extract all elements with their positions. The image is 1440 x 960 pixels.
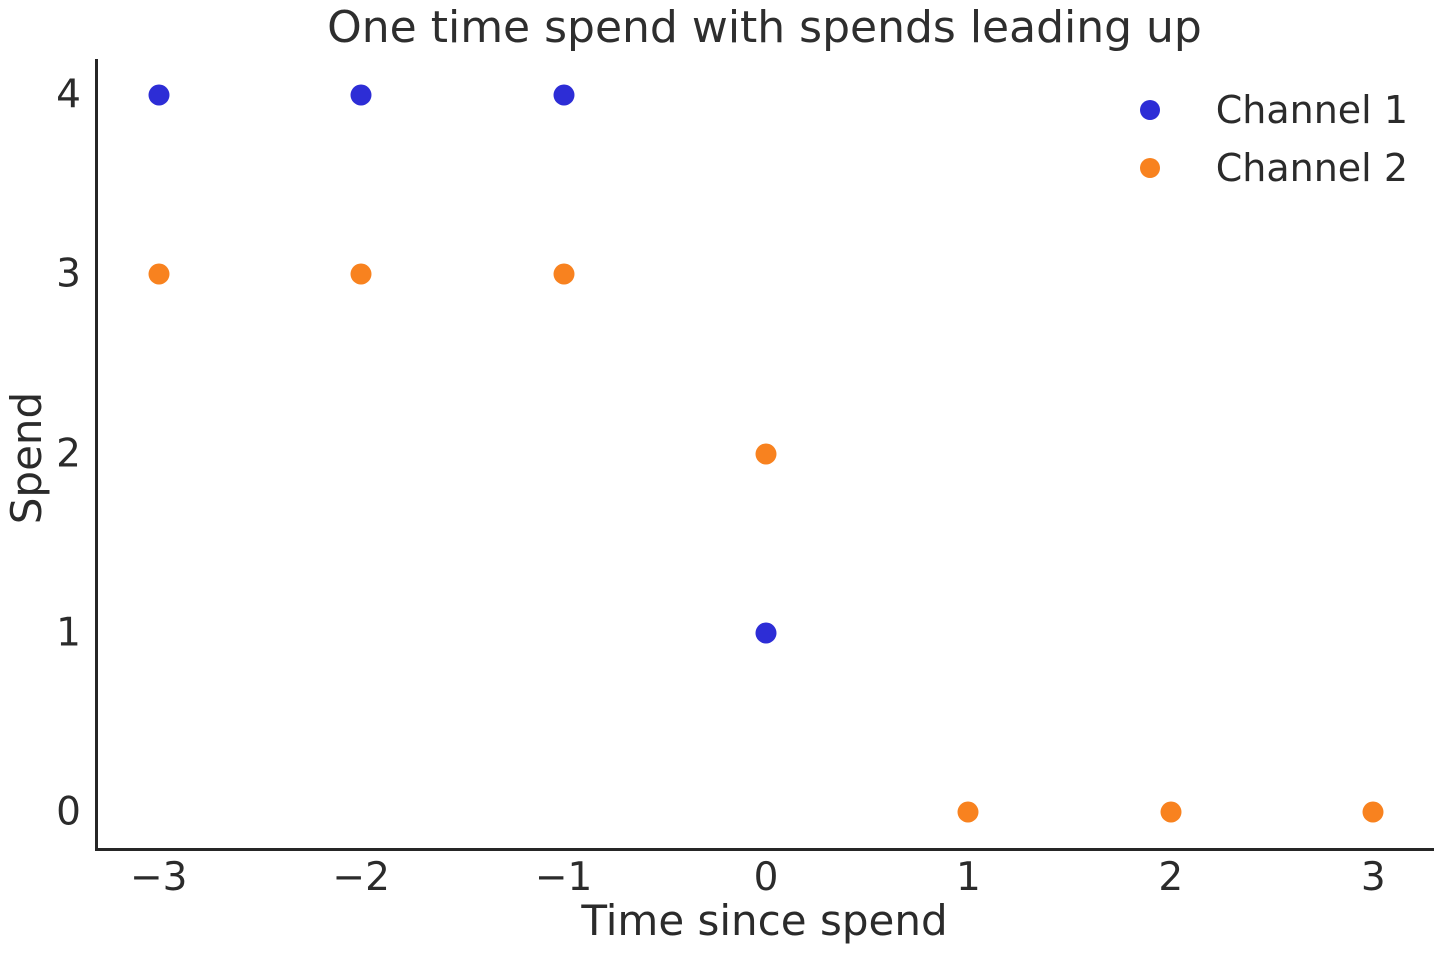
y-tick-label: 2 [56,431,81,476]
y-tick-label: 4 [56,72,81,118]
data-point [1160,801,1182,823]
y-tick-label: 3 [56,251,81,297]
data-point [957,801,979,823]
x-tick-label: −1 [534,855,593,900]
data-point [350,263,372,285]
data-point [553,84,575,106]
y-tick-label: 0 [56,789,81,835]
legend-entry: Channel 2 [1139,139,1408,197]
data-point [755,443,777,464]
data-point [755,622,777,644]
x-tick-label: 1 [956,855,981,900]
data-point [1362,801,1384,823]
legend-entry: Channel 1 [1139,81,1408,139]
chart-title: One time spend with spends leading up [327,2,1202,53]
points-layer [98,59,1434,848]
legend-label: Channel 2 [1215,146,1408,190]
y-axis-label: Spend [1,391,51,525]
data-point [148,263,170,285]
data-point [553,263,575,285]
plot-area: Channel 1 Channel 2 −3 −2 −1 0 1 2 3 0 1 2 3 4 [56,59,1434,897]
legend-label: Channel 1 [1215,88,1408,132]
x-tick-label: −2 [332,855,390,900]
x-tick-label: 0 [753,855,779,900]
x-axis-label: Time since spend [581,896,948,945]
x-tick-label: 2 [1158,855,1184,900]
y-tick-label: 1 [56,610,81,656]
x-tick-label: −3 [129,855,188,900]
data-point [350,84,372,106]
legend-marker-icon [1139,158,1160,178]
legend: Channel 1 Channel 2 [1139,81,1408,197]
data-point [148,84,170,106]
legend-marker-icon [1139,100,1160,120]
x-tick-label: 3 [1360,855,1386,900]
